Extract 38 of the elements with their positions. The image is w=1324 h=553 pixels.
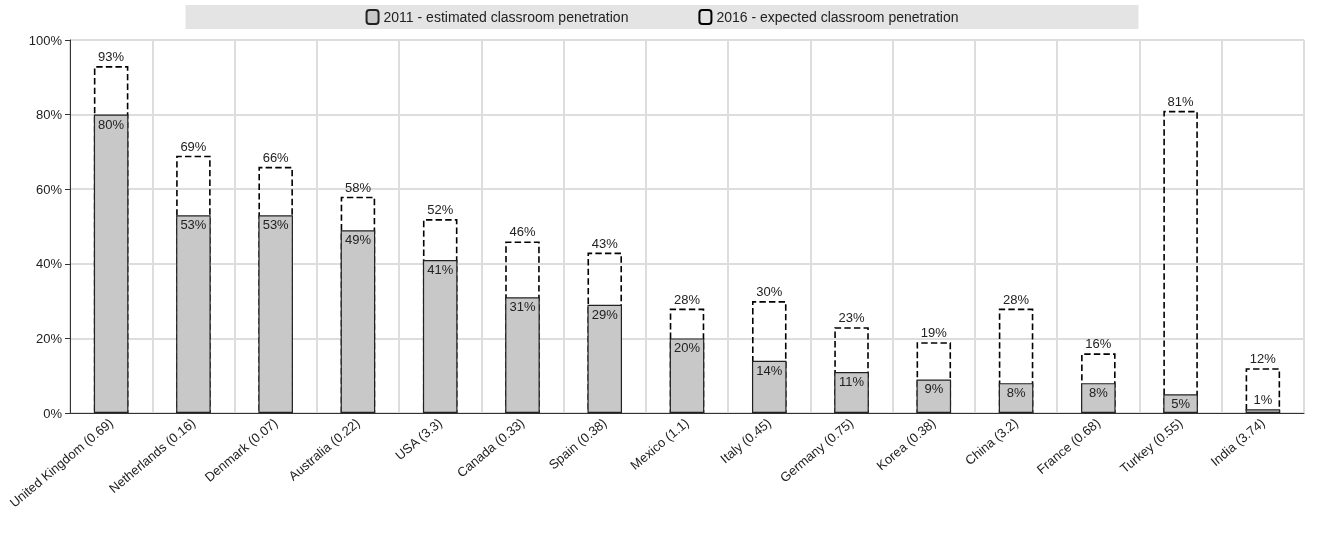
data-label: 28% (673, 291, 701, 307)
data-label: 14% (756, 362, 783, 378)
data-label: 81% (1167, 93, 1195, 109)
data-label: 80% (98, 116, 125, 132)
y-tick-label: 100% (28, 32, 63, 48)
data-label: 19% (920, 325, 948, 341)
data-label: 8% (1088, 385, 1109, 401)
data-label: 46% (509, 224, 536, 240)
data-label: 30% (756, 284, 783, 300)
data-label: 49% (344, 232, 372, 248)
data-label: 93% (98, 49, 125, 65)
legend-label: 2011 - estimated classroom penetration (383, 9, 629, 25)
data-label: 11% (839, 373, 865, 389)
y-tick-label: 80% (35, 107, 63, 123)
data-label: 53% (180, 217, 207, 233)
data-label: 66% (262, 149, 290, 165)
data-label: 1% (1253, 392, 1273, 408)
data-label: 53% (262, 217, 290, 233)
data-label: 12% (1249, 351, 1277, 367)
data-label: 29% (591, 306, 619, 322)
data-label: 69% (180, 138, 207, 154)
legend-label: 2016 - expected classroom penetration (716, 9, 959, 25)
data-label: 8% (1006, 385, 1026, 401)
data-label: 16% (1085, 336, 1112, 352)
data-label: 5% (1171, 396, 1191, 412)
data-label: 23% (838, 310, 865, 326)
data-label: 9% (924, 381, 944, 397)
data-label: 58% (344, 179, 372, 195)
data-label: 31% (509, 299, 536, 315)
data-label: 41% (427, 262, 454, 278)
y-tick-label: 0% (43, 405, 63, 421)
data-label: 43% (591, 235, 619, 251)
y-tick-label: 20% (35, 330, 63, 346)
data-label: 52% (427, 202, 454, 218)
y-tick-label: 60% (35, 181, 63, 197)
data-label: 20% (673, 340, 701, 356)
y-tick-label: 40% (35, 256, 63, 272)
data-label: 28% (1003, 291, 1030, 307)
